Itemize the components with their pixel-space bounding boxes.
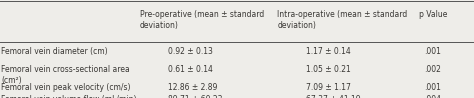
Text: .004: .004 [424,95,441,98]
Text: .001: .001 [424,47,441,56]
Text: Femoral vein volume flow (mL/min): Femoral vein volume flow (mL/min) [1,95,137,98]
Text: Femoral vein cross-sectional area
(cm²): Femoral vein cross-sectional area (cm²) [1,65,130,85]
Text: .001: .001 [424,83,441,92]
Text: p Value: p Value [419,10,448,19]
Text: 0.92 ± 0.13: 0.92 ± 0.13 [168,47,213,56]
Text: 67.37 ± 41.19: 67.37 ± 41.19 [306,95,360,98]
Text: 1.17 ± 0.14: 1.17 ± 0.14 [306,47,350,56]
Text: Femoral vein peak velocity (cm/s): Femoral vein peak velocity (cm/s) [1,83,130,92]
Text: 1.05 ± 0.21: 1.05 ± 0.21 [306,65,350,74]
Text: .002: .002 [424,65,441,74]
Text: 7.09 ± 1.17: 7.09 ± 1.17 [306,83,351,92]
Text: 0.61 ± 0.14: 0.61 ± 0.14 [168,65,213,74]
Text: Intra-operative (mean ± standard
deviation): Intra-operative (mean ± standard deviati… [277,10,408,30]
Text: Femoral vein diameter (cm): Femoral vein diameter (cm) [1,47,108,56]
Text: 12.86 ± 2.89: 12.86 ± 2.89 [168,83,218,92]
Text: Pre-operative (mean ± standard
deviation): Pre-operative (mean ± standard deviation… [140,10,264,30]
Text: 89.71 ± 60.23: 89.71 ± 60.23 [168,95,223,98]
